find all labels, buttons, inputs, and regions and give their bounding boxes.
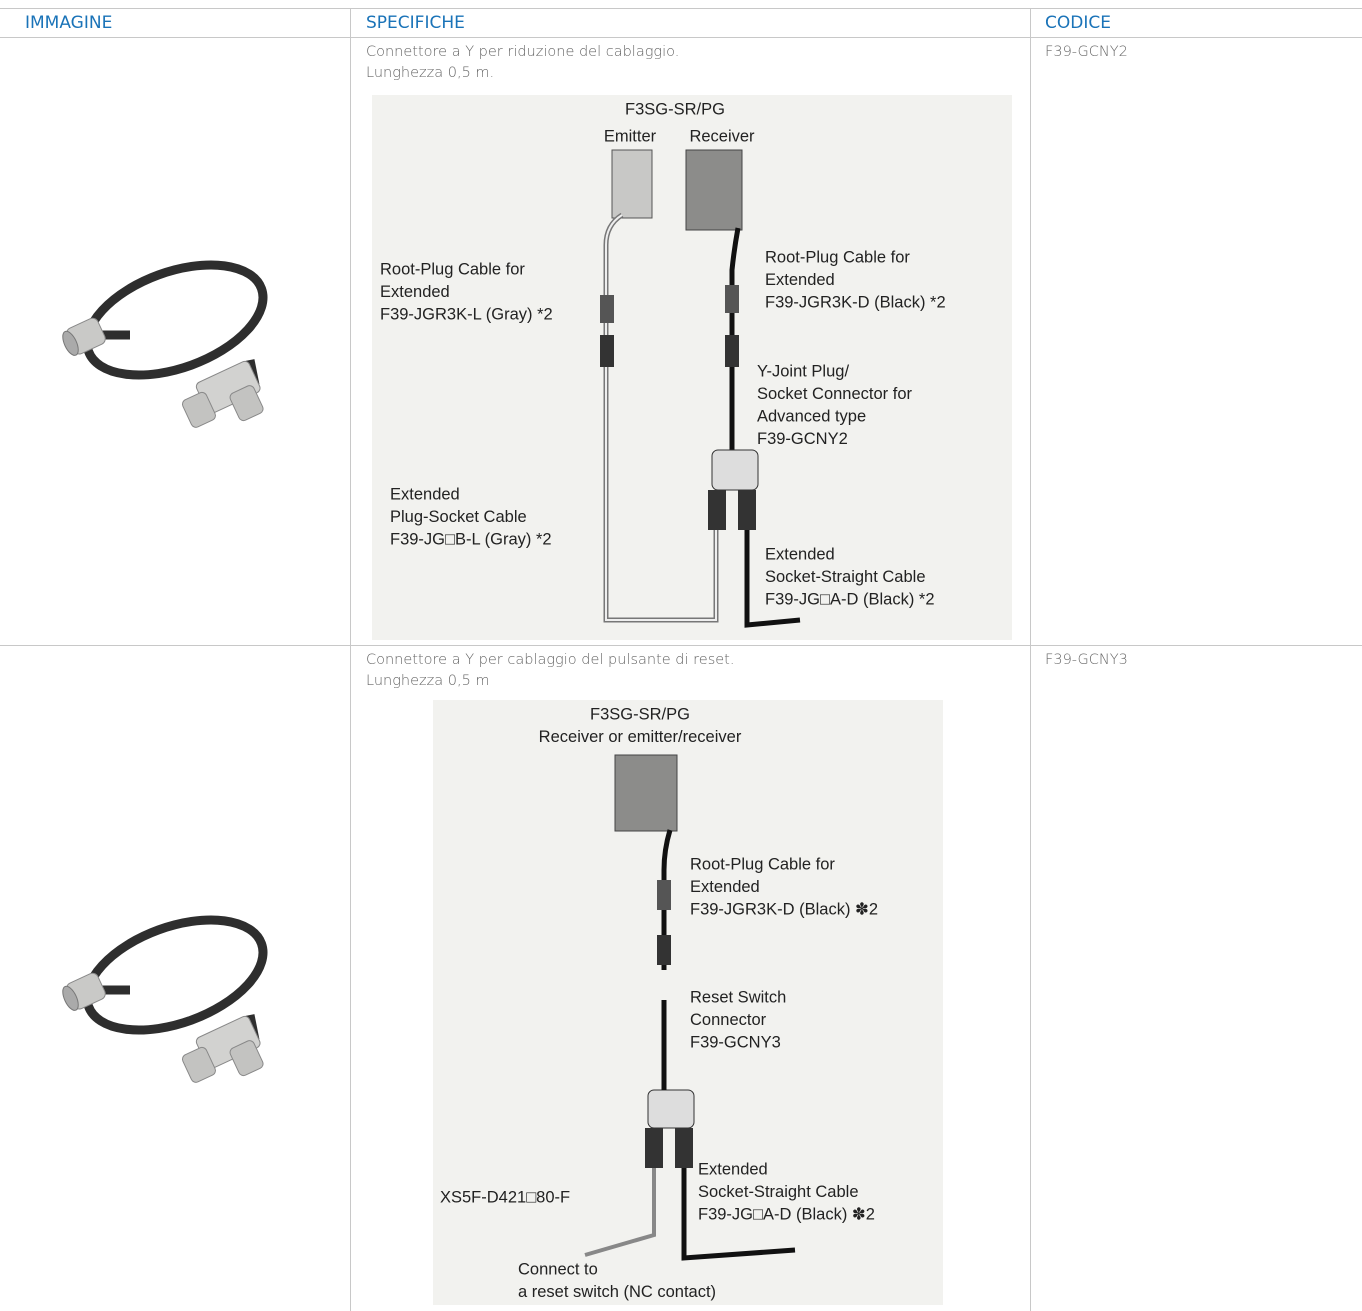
diagram-label: F39-JG□A-D (Black) ✽2: [698, 1205, 875, 1223]
product-image: [59, 243, 278, 441]
diagram-label: Root-Plug Cable for: [765, 248, 910, 266]
description-line: Connettore a Y per cablaggio del pulsant…: [366, 652, 735, 668]
product-image: [59, 898, 278, 1096]
diagram-label: F39-JGR3K-D (Black) ✽2: [690, 900, 878, 918]
column-border: [350, 8, 351, 1311]
diagram-label: F3SG-SR/PG: [590, 705, 690, 723]
diagram-label: a reset switch (NC contact): [518, 1283, 716, 1301]
diagram-label: Reset Switch: [690, 988, 786, 1006]
diagram-label: Plug-Socket Cable: [390, 508, 527, 526]
diagram-label: Extended: [380, 283, 450, 301]
diagram-label: Root-Plug Cable for: [380, 260, 525, 278]
description-line: Connettore a Y per riduzione del cablagg…: [366, 44, 680, 60]
product-code: F39-GCNY2: [1045, 44, 1128, 60]
diagram-label: Connect to: [518, 1260, 598, 1278]
diagram-label: F39-JG□A-D (Black) *2: [765, 590, 935, 608]
diagram-label: F39-GCNY3: [690, 1033, 781, 1051]
column-header: SPECIFICHE: [366, 13, 465, 33]
header-top-border: [0, 8, 1362, 9]
wiring-diagram: [372, 95, 1012, 640]
diagram-label: Extended: [765, 271, 835, 289]
diagram-label: F3SG-SR/PG: [625, 100, 725, 118]
description: Connettore a Y per cablaggio del pulsant…: [366, 650, 734, 692]
diagram-label: F39-JGR3K-D (Black) *2: [765, 293, 946, 311]
row-border: [0, 645, 1362, 646]
diagram-label: Extended: [765, 545, 835, 563]
description-line: Lunghezza 0,5 m: [366, 673, 490, 689]
description: Connettore a Y per riduzione del cablagg…: [366, 42, 679, 84]
diagram-label: Extended: [390, 485, 460, 503]
diagram-label: Root-Plug Cable for: [690, 855, 835, 873]
diagram-label: Socket-Straight Cable: [698, 1183, 859, 1201]
diagram-label: Socket Connector for: [757, 385, 912, 403]
diagram-label: Extended: [690, 878, 760, 896]
wiring-diagram: [433, 700, 943, 1305]
diagram-label: Emitter: [604, 127, 657, 145]
diagram-label: F39-JGR3K-L (Gray) *2: [380, 305, 553, 323]
description-line: Lunghezza 0,5 m.: [366, 65, 495, 81]
header-bottom-border: [0, 37, 1362, 38]
diagram-label: Advanced type: [757, 407, 866, 425]
diagram-label: F39-GCNY2: [757, 430, 848, 448]
diagram-label: Y-Joint Plug/: [757, 362, 849, 380]
column-header: CODICE: [1045, 13, 1111, 33]
product-code: F39-GCNY3: [1045, 652, 1128, 668]
diagram-label: Receiver: [689, 127, 755, 145]
diagram-label: Socket-Straight Cable: [765, 568, 926, 586]
diagram-label: Extended: [698, 1160, 768, 1178]
diagram-label: F39-JG□B-L (Gray) *2: [390, 530, 552, 548]
diagram-label: Connector: [690, 1011, 767, 1029]
diagram-label: Receiver or emitter/receiver: [539, 728, 742, 746]
diagram-label: XS5F-D421□80-F: [440, 1188, 570, 1206]
column-header: IMMAGINE: [25, 13, 113, 33]
column-border: [1030, 8, 1031, 1311]
